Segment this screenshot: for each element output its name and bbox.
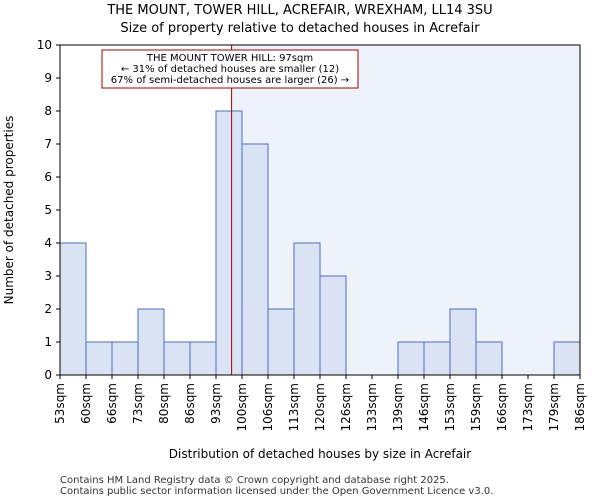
bar-113sqm: [293, 242, 321, 376]
y-tick-label: 0: [44, 368, 52, 382]
x-tick-label: 86sqm: [183, 383, 197, 424]
x-axis-label: Distribution of detached houses by size …: [169, 447, 471, 461]
bar-73sqm: [137, 308, 165, 376]
bar-139sqm: [397, 341, 425, 376]
bar-106sqm: [267, 308, 295, 376]
annotation-box: THE MOUNT TOWER HILL: 97sqm ← 31% of det…: [101, 49, 359, 89]
y-tick-label: 2: [44, 302, 52, 316]
x-tick-label: 146sqm: [417, 383, 431, 431]
x-tick-label: 100sqm: [235, 383, 249, 431]
x-tick-label: 159sqm: [469, 383, 483, 431]
x-axis: 53sqm 60sqm 66sqm 73sqm 80sqm 86sqm 93sqm 100sq…: [53, 375, 587, 431]
bar-60sqm: [85, 341, 113, 376]
x-tick-label: 166sqm: [495, 383, 509, 431]
x-tick-label: 153sqm: [443, 383, 457, 431]
annotation-line-1: THE MOUNT TOWER HILL: 97sqm: [146, 53, 313, 64]
x-tick-label: 113sqm: [287, 383, 301, 431]
x-tick-label: 133sqm: [365, 383, 379, 431]
x-tick-label: 80sqm: [157, 383, 171, 424]
y-tick-label: 9: [44, 71, 52, 85]
footer-line-1: Contains HM Land Registry data © Crown c…: [60, 475, 449, 486]
x-tick-label: 73sqm: [131, 383, 145, 424]
bar-100sqm: [241, 143, 269, 376]
x-tick-label: 179sqm: [547, 383, 561, 431]
bar-93sqm: [215, 110, 243, 376]
x-tick-label: 106sqm: [261, 383, 275, 431]
x-tick-label: 66sqm: [105, 383, 119, 424]
x-tick-label: 60sqm: [79, 383, 93, 424]
y-axis-label: Number of detached properties: [2, 116, 16, 305]
y-tick-label: 1: [44, 335, 52, 349]
chart-title: THE MOUNT, TOWER HILL, ACREFAIR, WREXHAM…: [106, 3, 492, 18]
bars: [59, 110, 581, 376]
y-tick-label: 6: [44, 170, 52, 184]
x-tick-label: 53sqm: [53, 383, 67, 424]
bar-53sqm: [59, 242, 87, 376]
bar-86sqm: [189, 341, 217, 376]
x-tick-label: 139sqm: [391, 383, 405, 431]
x-tick-label: 93sqm: [209, 383, 223, 424]
annotation-line-2: ← 31% of detached houses are smaller (12…: [121, 64, 339, 75]
annotation-line-3: 67% of semi-detached houses are larger (…: [111, 75, 349, 86]
y-tick-label: 10: [37, 38, 52, 52]
y-tick-label: 7: [44, 137, 52, 151]
chart-subtitle: Size of property relative to detached ho…: [120, 21, 480, 36]
bar-179sqm: [553, 341, 581, 376]
y-tick-label: 3: [44, 269, 52, 283]
x-tick-label: 126sqm: [339, 383, 353, 431]
bar-146sqm: [423, 341, 451, 376]
plot-frame: [59, 44, 581, 376]
y-axis: 0 1 2 3 4 5 6 7 8 9 10: [37, 38, 60, 382]
bar-80sqm: [163, 341, 191, 376]
x-tick-label: 186sqm: [573, 383, 587, 431]
bar-159sqm: [475, 341, 503, 376]
y-tick-label: 5: [44, 203, 52, 217]
bar-153sqm: [449, 308, 477, 376]
y-tick-label: 4: [44, 236, 52, 250]
footer-line-2: Contains public sector information licen…: [60, 486, 493, 497]
bar-120sqm: [319, 275, 347, 376]
bar-66sqm: [111, 341, 139, 376]
x-tick-label: 120sqm: [313, 383, 327, 431]
x-tick-label: 173sqm: [521, 383, 535, 431]
annotation-border: [101, 49, 359, 89]
y-tick-label: 8: [44, 104, 52, 118]
